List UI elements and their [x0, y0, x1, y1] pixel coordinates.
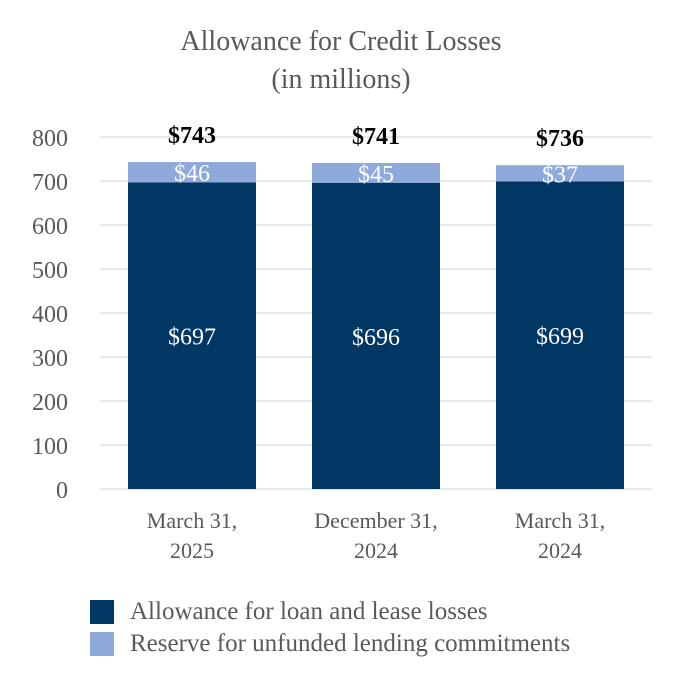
chart-subtitle: (in millions) — [271, 64, 411, 95]
x-tick-label: March 31, — [147, 508, 237, 533]
y-tick-label: 500 — [32, 258, 68, 284]
x-tick-label: March 31, — [515, 508, 605, 533]
data-label: $699 — [536, 324, 584, 350]
chart-title: Allowance for Credit Losses — [180, 26, 502, 57]
data-label: $37 — [542, 162, 578, 188]
x-tick-label: 2024 — [538, 538, 582, 563]
x-tick-label: 2025 — [170, 538, 214, 563]
y-tick-label: 100 — [32, 434, 68, 460]
data-label: $696 — [352, 325, 400, 351]
y-tick-label: 800 — [32, 126, 68, 152]
y-tick-label: 200 — [32, 390, 68, 416]
y-tick-label: 600 — [32, 214, 68, 240]
y-tick-label: 0 — [56, 478, 68, 504]
legend-label-allowance: Allowance for loan and lease losses — [130, 598, 488, 625]
bar-segment-reserve — [312, 162, 440, 183]
legend: Allowance for loan and lease losses Rese… — [90, 596, 570, 660]
data-label: $45 — [358, 162, 394, 188]
legend-swatch-allowance — [90, 600, 114, 624]
legend-swatch-reserve — [90, 632, 114, 656]
x-tick-label: December 31, — [314, 508, 437, 533]
y-tick-label: 700 — [32, 170, 68, 196]
bar-segment-allowance — [128, 182, 256, 489]
y-tick-label: 400 — [32, 302, 68, 328]
y-tick-label: 300 — [32, 346, 68, 372]
total-label: $743 — [168, 123, 216, 149]
bar-segment-allowance — [496, 181, 624, 489]
legend-item-allowance: Allowance for loan and lease losses — [90, 596, 570, 628]
bar-segment-reserve — [128, 162, 256, 183]
total-label: $741 — [352, 124, 400, 150]
total-label: $736 — [536, 126, 584, 152]
chart-area: 0 100 200 300 400 500 600 700 800 $697 $46 $743 Marc… — [32, 123, 652, 563]
legend-label-reserve: Reserve for unfunded lending commitments — [130, 630, 571, 657]
bar-segment-reserve — [496, 165, 624, 182]
bar-segment-allowance — [312, 182, 440, 489]
legend-item-reserve: Reserve for unfunded lending commitments — [90, 628, 570, 660]
data-label: $697 — [168, 325, 216, 351]
data-label: $46 — [174, 161, 210, 187]
x-tick-label: 2024 — [354, 538, 398, 563]
